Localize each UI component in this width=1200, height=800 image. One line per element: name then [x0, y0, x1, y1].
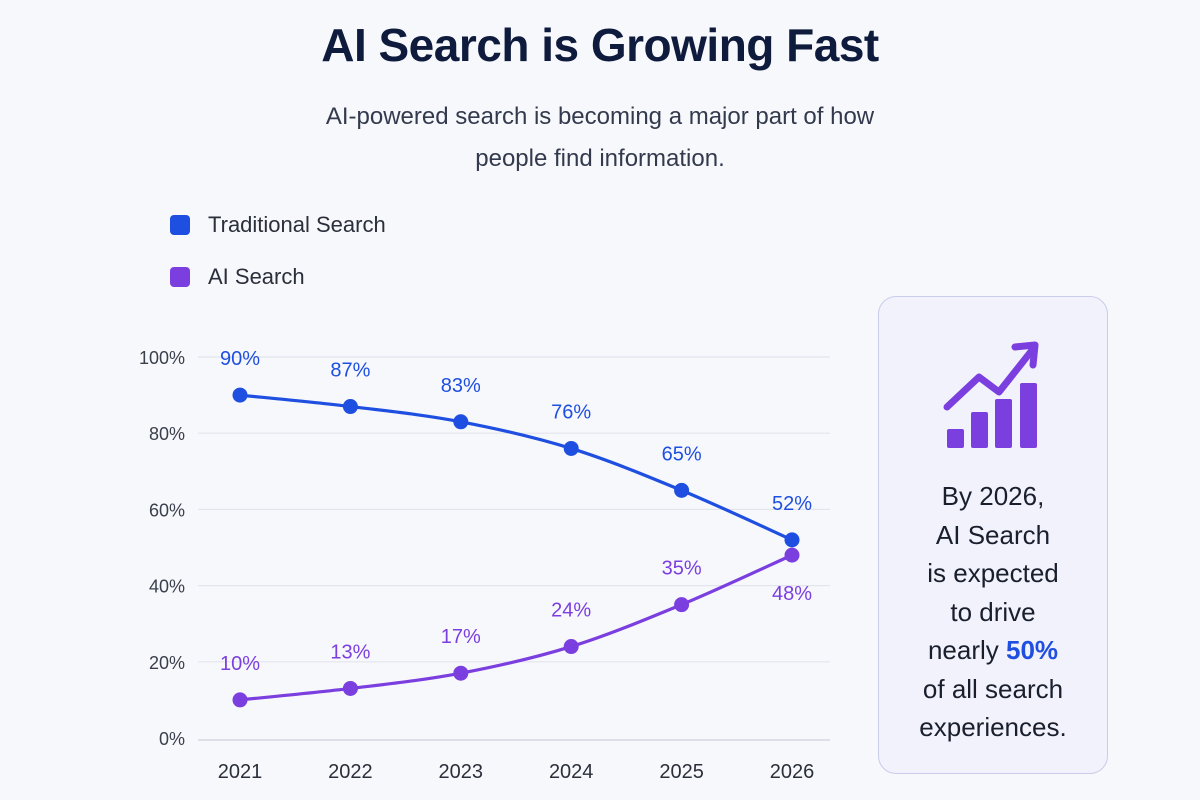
x-tick-label: 2023 [439, 761, 484, 783]
x-tick-label: 2026 [770, 761, 815, 783]
y-tick-label: 20% [149, 653, 185, 673]
data-point-ai-search [784, 547, 800, 563]
data-point-traditional-search [784, 532, 800, 548]
y-tick-label: 60% [149, 500, 185, 520]
data-label-ai-search: 10% [220, 653, 260, 675]
data-label-ai-search: 48% [772, 583, 812, 605]
x-tick-label: 2024 [549, 761, 594, 783]
y-tick-label: 80% [149, 424, 185, 444]
data-point-traditional-search [563, 440, 579, 456]
legend-label-traditional: Traditional Search [208, 212, 386, 237]
legend-label-ai: AI Search [208, 264, 305, 289]
chart-subtitle: AI-powered search is becoming a major pa… [325, 103, 875, 172]
legend-item-ai-search: AI Search [170, 262, 386, 292]
callout-highlight: 50% [1006, 635, 1059, 665]
callout-line-2: AI Search [935, 519, 1051, 550]
callout-text: By 2026, AI Search is expected to drive … [879, 477, 1107, 747]
data-label-traditional-search: 65% [662, 443, 702, 465]
series-line-ai-search [238, 553, 794, 702]
data-label-traditional-search: 83% [441, 375, 481, 397]
legend-swatch-ai [170, 267, 190, 287]
legend-swatch-traditional [170, 215, 190, 235]
growth-chart-icon [943, 341, 1039, 448]
data-label-traditional-search: 90% [220, 348, 260, 370]
data-label-traditional-search: 52% [772, 493, 812, 515]
callout-line-5: nearly 50% [879, 631, 1107, 670]
data-point-traditional-search [674, 482, 690, 498]
data-label-ai-search: 24% [551, 600, 591, 622]
data-label-traditional-search: 76% [551, 401, 591, 423]
data-point-traditional-search [342, 399, 358, 415]
data-label-ai-search: 35% [662, 558, 702, 580]
series-line-traditional-search [238, 393, 794, 542]
data-point-ai-search [674, 597, 690, 613]
data-point-ai-search [232, 692, 248, 708]
data-point-ai-search [342, 680, 358, 696]
data-label-ai-search: 17% [441, 626, 481, 648]
x-tick-label: 2025 [659, 761, 704, 783]
data-label-ai-search: 13% [330, 641, 370, 663]
callout-line-1: By 2026, [941, 481, 1045, 511]
callout-card: By 2026, AI Search is expected to drive … [878, 296, 1108, 774]
data-point-traditional-search [453, 414, 469, 430]
callout-line-6: of all search [922, 673, 1064, 704]
callout-line-4: to drive [950, 596, 1036, 627]
line-chart: 0% 20% 40% 60% 80% 100% 2021 2022 2023 2024 2025 20… [139, 348, 830, 783]
x-tick-label: 2021 [218, 761, 263, 783]
data-label-traditional-search: 87% [330, 360, 370, 382]
callout-line-3: is expected [927, 558, 1059, 588]
chart-title: AI Search is Growing Fast [321, 19, 879, 71]
data-point-ai-search [563, 639, 579, 655]
x-tick-label: 2022 [328, 761, 373, 783]
y-tick-label: 40% [149, 577, 185, 597]
y-tick-label: 100% [139, 348, 185, 368]
callout-line-7: experiences. [919, 712, 1067, 742]
y-tick-label: 0% [159, 729, 185, 749]
data-point-ai-search [453, 665, 469, 681]
legend: Traditional Search AI Search [170, 210, 386, 314]
callout-line-5-prefix: nearly [927, 635, 1006, 665]
legend-item-traditional-search: Traditional Search [170, 210, 386, 240]
data-point-traditional-search [232, 387, 248, 403]
